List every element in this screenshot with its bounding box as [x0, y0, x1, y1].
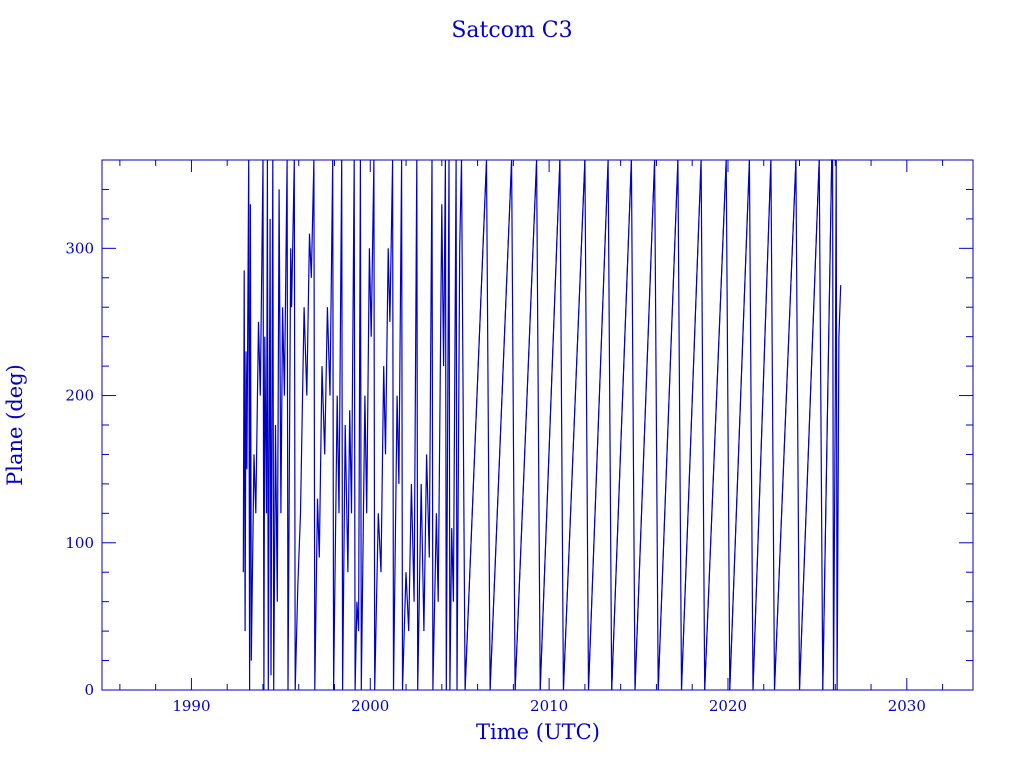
wrap-segment: [822, 159, 833, 691]
data-line-plane: [242, 159, 842, 691]
wrap-segment: [634, 159, 656, 691]
wrap-segment: [680, 159, 702, 691]
wrap-segment: [704, 159, 727, 691]
y-tick-label: 300: [65, 239, 94, 257]
y-tick-label: 100: [65, 534, 94, 552]
wrap-segment: [611, 159, 632, 691]
y-tick-label: 0: [84, 681, 94, 699]
x-axis-label: Time (UTC): [476, 720, 600, 744]
y-axis-label: Plane (deg): [3, 364, 27, 486]
wrap-segment: [729, 159, 750, 691]
wrap-segment: [464, 159, 488, 691]
wrap-segment: [773, 159, 797, 691]
x-tick-label: 1990: [172, 697, 210, 715]
wrap-segment: [587, 159, 609, 691]
chart-title: Satcom C3: [451, 18, 572, 43]
wrap-segment: [657, 159, 679, 691]
wrap-segment: [514, 159, 538, 691]
wrap-segment: [562, 159, 586, 691]
wrap-segment: [752, 159, 772, 691]
x-tick-label: 2010: [530, 697, 568, 715]
x-tick-label: 2000: [351, 697, 389, 715]
x-tick-label: 2030: [888, 697, 926, 715]
x-tick-label: 2020: [709, 697, 747, 715]
y-tick-label: 200: [65, 387, 94, 405]
wrap-segment: [539, 159, 561, 691]
wrap-segment: [799, 159, 820, 691]
wrap-segment: [489, 159, 513, 691]
